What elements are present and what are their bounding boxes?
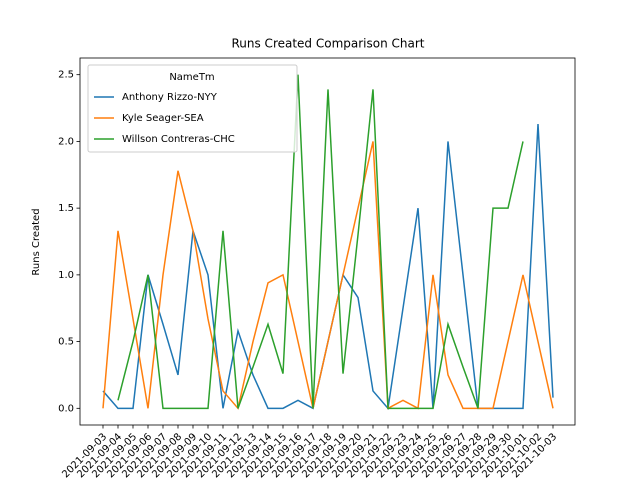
legend-box xyxy=(87,64,298,153)
y-tick-label: 1.0 xyxy=(58,270,74,281)
series-line xyxy=(102,141,554,410)
y-tick-label: 2.5 xyxy=(58,70,74,81)
legend-label: Anthony Rizzo-NYY xyxy=(122,92,218,103)
legend-label: Willson Contreras-CHC xyxy=(122,134,235,145)
y-tick-label: 1.5 xyxy=(58,203,74,214)
y-axis-label: Runs Created xyxy=(31,208,42,275)
legend-title: NameTm xyxy=(169,72,214,83)
y-tick-label: 0.5 xyxy=(58,337,74,348)
chart-title: Runs Created Comparison Chart xyxy=(231,37,424,51)
plot-area xyxy=(79,57,576,426)
series-line xyxy=(117,74,524,410)
y-tick-label: 0.0 xyxy=(58,403,74,414)
series-line xyxy=(102,124,554,411)
y-tick-label: 2.0 xyxy=(58,136,74,147)
legend-label: Kyle Seager-SEA xyxy=(122,113,204,124)
